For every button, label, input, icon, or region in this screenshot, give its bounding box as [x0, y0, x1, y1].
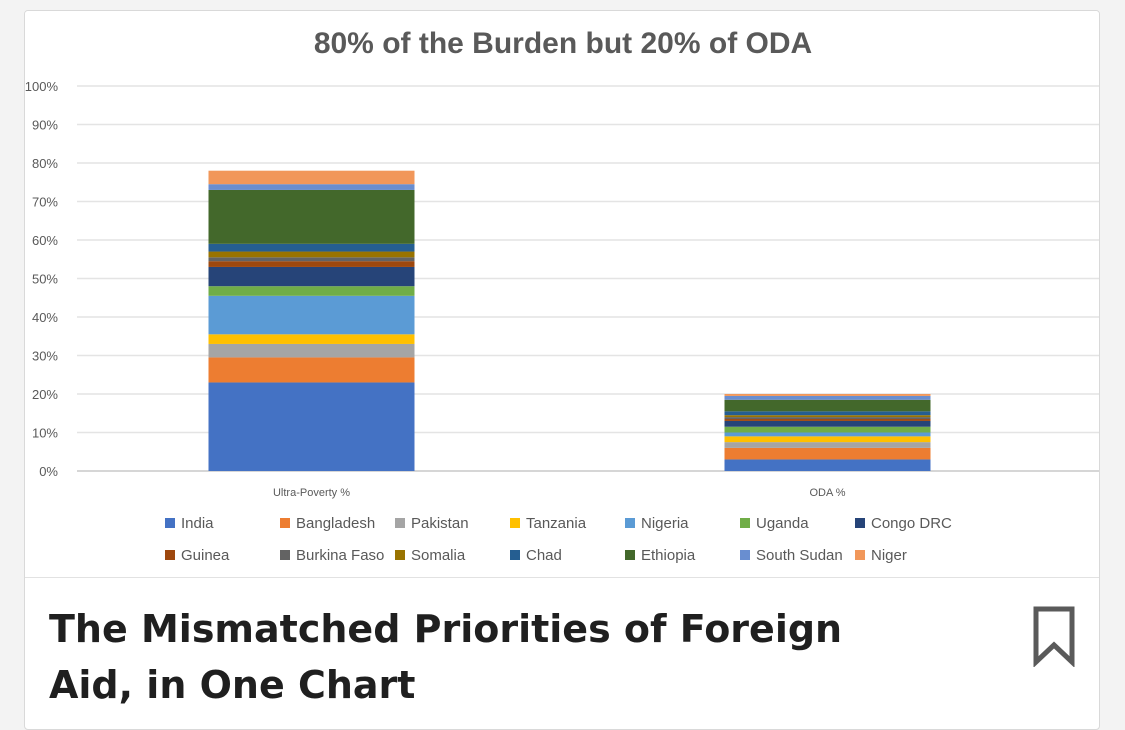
bar-segment: [724, 436, 931, 443]
legend-swatch: [855, 550, 865, 560]
y-tick-label: 20%: [32, 387, 58, 402]
bar-segment: [208, 334, 415, 344]
legend-swatch: [740, 518, 750, 528]
legend-label: Guinea: [181, 547, 230, 564]
y-tick-label: 60%: [32, 233, 58, 248]
y-tick-label: 30%: [32, 349, 58, 364]
legend-swatch: [280, 550, 290, 560]
bar-segment: [724, 420, 931, 427]
bar-segment: [724, 442, 931, 448]
y-tick-label: 40%: [32, 310, 58, 325]
legend: India Bangladesh Pakistan Tanzania Nigeria Ug…: [165, 515, 952, 564]
bar-segment: [208, 286, 415, 296]
bar-segment: [724, 459, 931, 471]
bar-segment: [208, 357, 415, 383]
bar-segment: [208, 243, 415, 252]
stacked-bar-chart: 80% of the Burden but 20% of ODA 0% 10% 20…: [25, 27, 1099, 564]
bar-segment: [208, 266, 415, 287]
legend-label: Pakistan: [411, 515, 469, 532]
bar-segment: [724, 394, 931, 396]
x-tick-label: Ultra-Poverty %: [273, 487, 350, 499]
bar-segment: [208, 382, 415, 471]
legend-label: Ethiopia: [641, 547, 696, 564]
bar-segment: [724, 447, 931, 460]
legend-swatch: [625, 518, 635, 528]
legend-swatch: [855, 518, 865, 528]
legend-label: South Sudan: [756, 547, 843, 564]
y-axis: 0% 10% 20% 30% 40% 50% 60% 70% 80% 90% 100%: [25, 79, 58, 479]
bar-segment: [724, 419, 931, 421]
y-tick-label: 80%: [32, 156, 58, 171]
bar-segment: [724, 399, 931, 412]
bar-segment: [724, 411, 931, 416]
bar-segment: [208, 251, 415, 258]
bar-segment: [724, 415, 931, 418]
legend-swatch: [280, 518, 290, 528]
legend-swatch: [740, 550, 750, 560]
bar-segment: [208, 343, 415, 358]
chart-title: 80% of the Burden but 20% of ODA: [314, 27, 812, 60]
x-axis: Ultra-Poverty % ODA %: [273, 487, 846, 499]
y-tick-label: 90%: [32, 118, 58, 133]
y-tick-label: 50%: [32, 272, 58, 287]
legend-swatch: [510, 550, 520, 560]
bar-segment: [208, 184, 415, 190]
bookmark-icon: [1033, 606, 1075, 668]
legend-label: Bangladesh: [296, 515, 375, 532]
bars: [208, 170, 931, 471]
bookmark-button[interactable]: [1031, 605, 1077, 668]
chart-image: 80% of the Burden but 20% of ODA 0% 10% 20…: [25, 11, 1099, 578]
bar-segment: [724, 426, 931, 433]
legend-swatch: [165, 518, 175, 528]
bar-segment: [208, 295, 415, 335]
legend-label: Niger: [871, 547, 907, 564]
legend-label: Nigeria: [641, 515, 689, 532]
legend-label: Uganda: [756, 515, 809, 532]
bar-segment: [208, 261, 415, 267]
legend-label: Chad: [526, 547, 562, 564]
bar-segment: [208, 257, 415, 262]
article-title[interactable]: The Mismatched Priorities of Foreign Aid…: [49, 607, 843, 707]
legend-label: Somalia: [411, 547, 466, 564]
x-tick-label: ODA %: [809, 487, 845, 499]
bar-segment: [208, 189, 415, 244]
bar-segment: [724, 417, 931, 420]
legend-label: India: [181, 515, 214, 532]
legend-swatch: [510, 518, 520, 528]
legend-label: Congo DRC: [871, 515, 952, 532]
legend-swatch: [165, 550, 175, 560]
y-tick-label: 0%: [39, 464, 58, 479]
legend-swatch: [395, 550, 405, 560]
legend-swatch: [625, 550, 635, 560]
article-card[interactable]: 80% of the Burden but 20% of ODA 0% 10% 20…: [24, 10, 1100, 730]
legend-label: Burkina Faso: [296, 547, 384, 564]
legend-label: Tanzania: [526, 515, 587, 532]
bar-segment: [208, 170, 415, 185]
y-tick-label: 100%: [25, 79, 58, 94]
legend-swatch: [395, 518, 405, 528]
bar-segment: [724, 432, 931, 437]
bar-segment: [724, 395, 931, 400]
y-tick-label: 70%: [32, 195, 58, 210]
y-tick-label: 10%: [32, 426, 58, 441]
